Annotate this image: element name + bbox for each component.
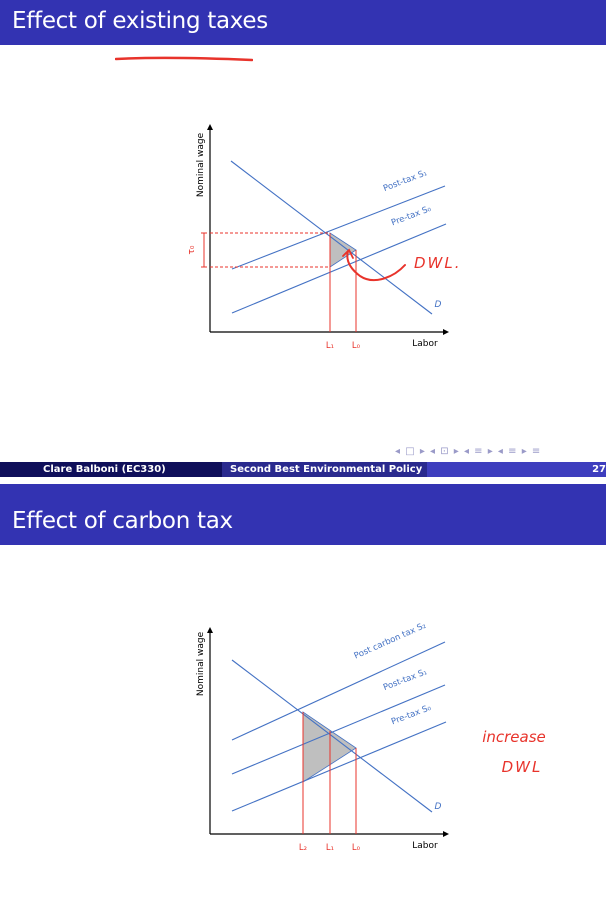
y-axis-arrow bbox=[207, 124, 213, 130]
slide-title-bar: Effect of carbon tax bbox=[0, 484, 606, 545]
x-axis-label: Labor bbox=[412, 841, 438, 851]
post-tax-curve-label: Post-tax S₁ bbox=[382, 168, 428, 194]
x-axis-arrow bbox=[443, 831, 449, 837]
x-axis-label: Labor bbox=[412, 339, 438, 349]
demand-curve bbox=[231, 659, 433, 813]
beamer-nav-icons[interactable]: ◂ □ ▸ ◂ ⊡ ▸ ◂ ≡ ▸ ◂ ≡ ▸ ≡ bbox=[395, 446, 542, 457]
pre-tax-curve-label: Pre-tax S₀ bbox=[390, 204, 433, 228]
handwritten-dwl: DWL bbox=[502, 758, 543, 776]
quantity-label-l0: L₀ bbox=[352, 341, 361, 351]
handwritten-underline bbox=[115, 56, 253, 62]
footer-author: Clare Balboni (EC330) bbox=[0, 462, 222, 477]
quantity-label-l2: L₂ bbox=[299, 843, 307, 853]
y-axis-label: Nominal wage bbox=[196, 132, 206, 197]
slide-title: Effect of existing taxes bbox=[12, 8, 268, 34]
pre-tax-curve-label: Pre-tax S₀ bbox=[390, 703, 433, 727]
x-axis-arrow bbox=[443, 329, 449, 335]
demand-curve bbox=[230, 160, 433, 315]
demand-curve-label: D bbox=[435, 802, 442, 812]
slide-existing-taxes: Effect of existing taxes τ₀ Nominal wage… bbox=[0, 0, 606, 457]
post-tax-supply-curve bbox=[231, 684, 446, 775]
y-axis-label: Nominal wage bbox=[196, 631, 206, 696]
post-tax-supply-curve bbox=[231, 185, 446, 270]
demand-curve-label: D bbox=[435, 300, 442, 310]
quantity-label-l1: L₁ bbox=[326, 843, 334, 853]
tax-diagram: τ₀ Nominal wage Labor Post-tax S₁ Pre-ta… bbox=[187, 124, 462, 351]
handwritten-increase: increase bbox=[482, 728, 546, 746]
footer-page-number: 27 bbox=[427, 462, 606, 477]
carbon-tax-diagram: Nominal wage Labor Post carbon tax S₂ Po… bbox=[196, 621, 546, 853]
slide-gap bbox=[0, 477, 606, 484]
dwl-triangle bbox=[329, 232, 357, 268]
quantity-label-l1: L₁ bbox=[326, 341, 334, 351]
slide-title-bar: Effect of existing taxes bbox=[0, 0, 606, 45]
quantity-label-l0: L₀ bbox=[352, 843, 361, 853]
dwl-handwritten-text: DWL. bbox=[414, 254, 462, 272]
slide-title: Effect of carbon tax bbox=[12, 508, 233, 534]
pre-tax-supply-curve bbox=[231, 223, 447, 314]
slide-carbon-tax: Effect of carbon tax Nominal wage Labor … bbox=[0, 484, 606, 904]
footer-talk-title: Second Best Environmental Policy bbox=[222, 462, 427, 477]
dwl-handwritten-arrow bbox=[346, 250, 406, 282]
post-tax-curve-label: Post-tax S₁ bbox=[382, 667, 428, 693]
slide-footer: Clare Balboni (EC330) Second Best Enviro… bbox=[0, 462, 606, 477]
pre-tax-supply-curve bbox=[231, 721, 447, 812]
post-carbon-supply-curve bbox=[231, 641, 446, 741]
y-axis-arrow bbox=[207, 627, 213, 633]
tau-label: τ₀ bbox=[187, 245, 197, 254]
